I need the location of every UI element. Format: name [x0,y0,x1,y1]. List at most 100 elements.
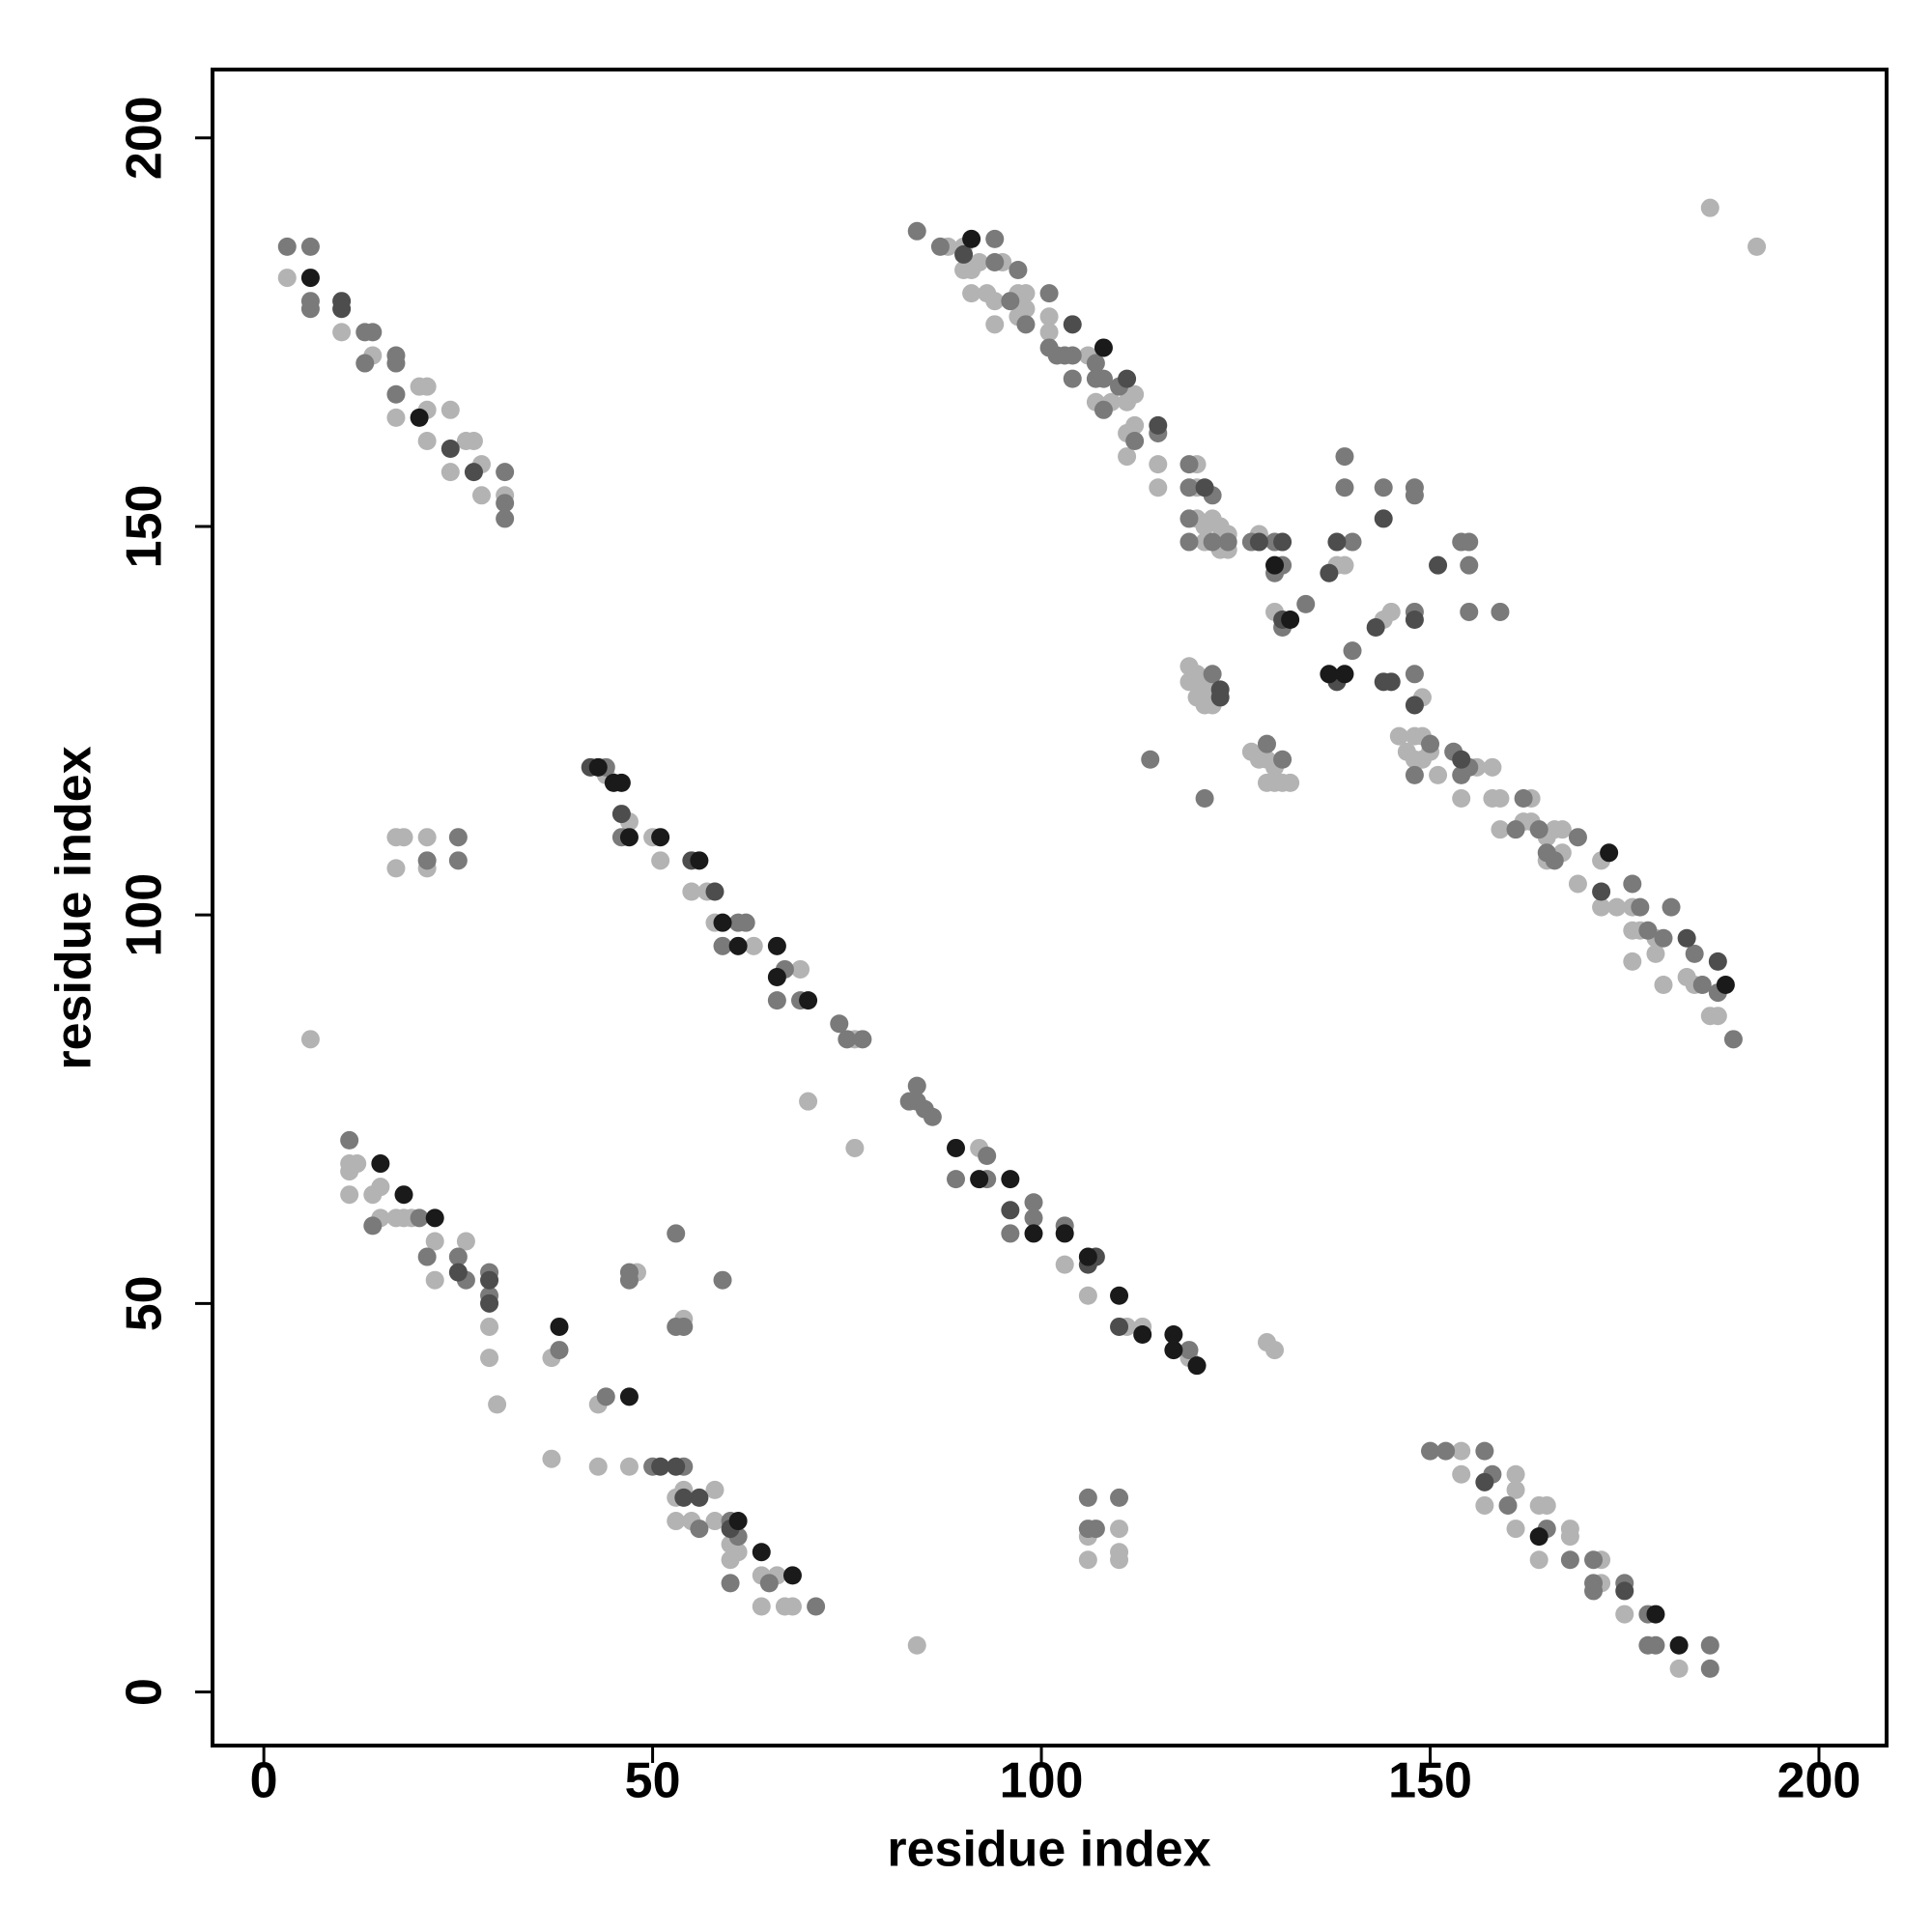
point [807,1597,826,1616]
point [1584,1581,1604,1601]
point [1195,788,1214,808]
point [386,859,406,878]
point [1335,478,1354,497]
point [713,1270,732,1290]
point [1374,509,1393,528]
point [1405,696,1424,715]
point [1281,773,1300,792]
point [410,408,429,427]
point [480,1349,499,1368]
point [1723,1030,1743,1049]
y-tick-label: 0 [117,1678,173,1706]
point [1374,478,1393,497]
point [1110,1317,1129,1336]
point [1669,1659,1689,1678]
point [480,1293,499,1313]
point [1669,1635,1689,1655]
point [978,1146,997,1165]
point [1592,897,1611,917]
point [448,851,468,870]
point [947,1170,966,1189]
point [1203,665,1222,684]
point [651,1457,670,1476]
point [1429,555,1448,575]
point [667,1512,686,1531]
point [1016,315,1036,334]
point [417,377,437,396]
point [1149,415,1168,435]
point [488,1395,507,1414]
point [1281,610,1300,629]
point [1700,1659,1719,1678]
point [611,805,631,824]
point [1654,928,1673,948]
point [1700,198,1719,217]
point [1708,1007,1727,1026]
point [1429,765,1448,784]
point [985,229,1005,248]
point [619,828,639,847]
y-axis-label: residue index [46,746,102,1069]
point [962,284,981,303]
point [1436,1441,1456,1461]
point [1078,1488,1097,1507]
point [907,1635,926,1655]
point [1506,1480,1525,1499]
point [1452,1441,1471,1461]
point [277,237,297,256]
point [667,1224,686,1243]
point [1086,354,1105,373]
point [1257,734,1276,753]
point [1118,369,1137,388]
point [1405,486,1424,505]
point [954,261,974,280]
point [1568,874,1587,894]
point [1405,765,1424,784]
point [1110,1286,1129,1305]
point [1452,750,1471,769]
point [1149,478,1168,497]
point [651,828,670,847]
point [1179,1341,1199,1360]
point [472,486,492,505]
point [1296,594,1316,613]
point [1747,237,1767,256]
point [1389,726,1408,746]
point [728,1512,748,1531]
point [1483,757,1502,777]
point [1646,1605,1665,1624]
point [1125,415,1145,435]
point [1195,478,1214,497]
point [1529,820,1548,839]
point [767,967,786,986]
point [619,1457,639,1476]
point [1039,284,1059,303]
point [410,1208,429,1228]
point [1024,1224,1043,1243]
point [417,1247,437,1266]
point [1078,1550,1097,1570]
point [619,1387,639,1406]
point [1421,734,1440,753]
point [907,221,926,241]
point [1366,618,1385,638]
point [1343,532,1362,552]
point [1537,1495,1556,1515]
point [1592,882,1611,901]
point [674,1317,694,1336]
point [1700,1635,1719,1655]
point [1529,1550,1548,1570]
point [1491,788,1510,808]
point [690,1520,709,1539]
point [954,244,974,264]
point [985,315,1005,334]
point [1552,820,1572,839]
point [1218,532,1237,552]
point [1506,1464,1525,1484]
point [1685,944,1704,963]
point [277,269,297,288]
point [371,1178,390,1197]
point [440,463,460,482]
point [1607,897,1627,917]
point [1125,384,1145,404]
